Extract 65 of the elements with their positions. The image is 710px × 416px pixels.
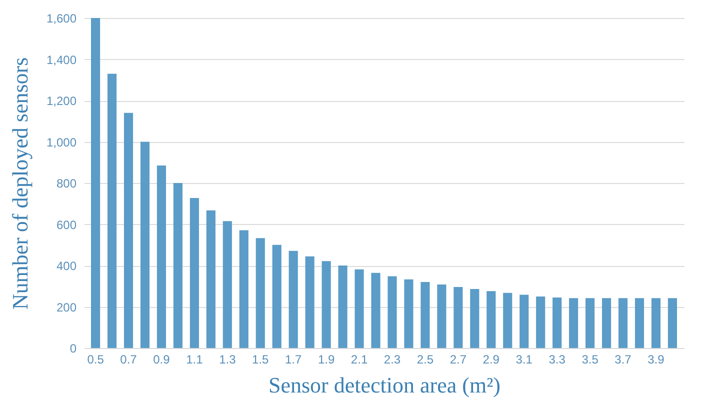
x-tick-label: 2.5	[416, 352, 434, 366]
bar	[420, 282, 430, 348]
x-tick-label: 3.9	[648, 352, 665, 366]
bar	[156, 165, 166, 348]
bar	[634, 298, 644, 348]
y-tick-label: 1,000	[46, 135, 77, 150]
bar	[586, 298, 595, 348]
x-tick-label: 3.5	[582, 352, 599, 366]
bar	[536, 296, 546, 348]
bar	[107, 74, 117, 348]
y-tick-label: 400	[56, 259, 77, 273]
bar	[322, 261, 331, 348]
bar	[272, 244, 282, 348]
y-tick-label: 0	[70, 342, 77, 356]
x-axis-title: Sensor detection area (m²)	[268, 372, 500, 398]
bar	[91, 18, 100, 348]
x-tick-label: 1.5	[252, 352, 270, 366]
x-tick-label: 1.1	[186, 352, 204, 366]
y-tick-label: 800	[56, 176, 77, 190]
bar	[338, 266, 348, 348]
bar	[437, 284, 446, 348]
x-tick-label: 2.3	[384, 352, 401, 366]
y-axis-title: Number of deployed sensors	[7, 57, 32, 310]
x-tick-label: 3.3	[548, 352, 566, 366]
y-tick-label: 600	[56, 218, 77, 232]
x-tick-label: 1.9	[318, 352, 335, 366]
bar	[190, 198, 199, 348]
x-tick-label: 2.9	[482, 352, 500, 366]
bar	[206, 210, 216, 348]
bar	[668, 298, 677, 348]
bar	[470, 289, 480, 348]
bar	[173, 183, 182, 348]
bar	[305, 256, 314, 348]
bar	[371, 272, 380, 348]
y-tick-label: 200	[56, 300, 77, 314]
x-tick-label: 0.5	[87, 352, 104, 366]
y-tick-label: 1,600	[46, 12, 77, 26]
x-tick-label: 1.7	[284, 352, 302, 366]
y-tick-label: 1,200	[46, 94, 77, 108]
bar	[239, 230, 248, 348]
bar	[388, 276, 397, 348]
bar	[354, 269, 364, 348]
bar	[288, 250, 298, 348]
bar	[651, 298, 661, 348]
bar	[602, 298, 612, 348]
bar	[503, 292, 512, 348]
bar	[124, 112, 134, 348]
bar	[569, 298, 578, 348]
x-tick-label: 1.3	[219, 352, 236, 366]
x-tick-label: 0.7	[120, 352, 138, 366]
x-tick-label: 2.7	[450, 352, 467, 366]
bar	[486, 291, 496, 348]
bar	[222, 221, 232, 348]
bar	[552, 297, 562, 348]
bar	[454, 286, 463, 348]
bar	[520, 294, 529, 348]
x-tick-label: 3.7	[614, 352, 632, 366]
bar	[618, 298, 628, 348]
x-tick-label: 3.1	[516, 352, 533, 366]
bar	[256, 238, 265, 348]
y-tick-label: 1,400	[46, 52, 77, 67]
x-tick-label: 0.9	[153, 352, 170, 366]
x-tick-label: 2.1	[350, 352, 368, 366]
bar	[140, 142, 150, 348]
bar	[404, 279, 414, 348]
